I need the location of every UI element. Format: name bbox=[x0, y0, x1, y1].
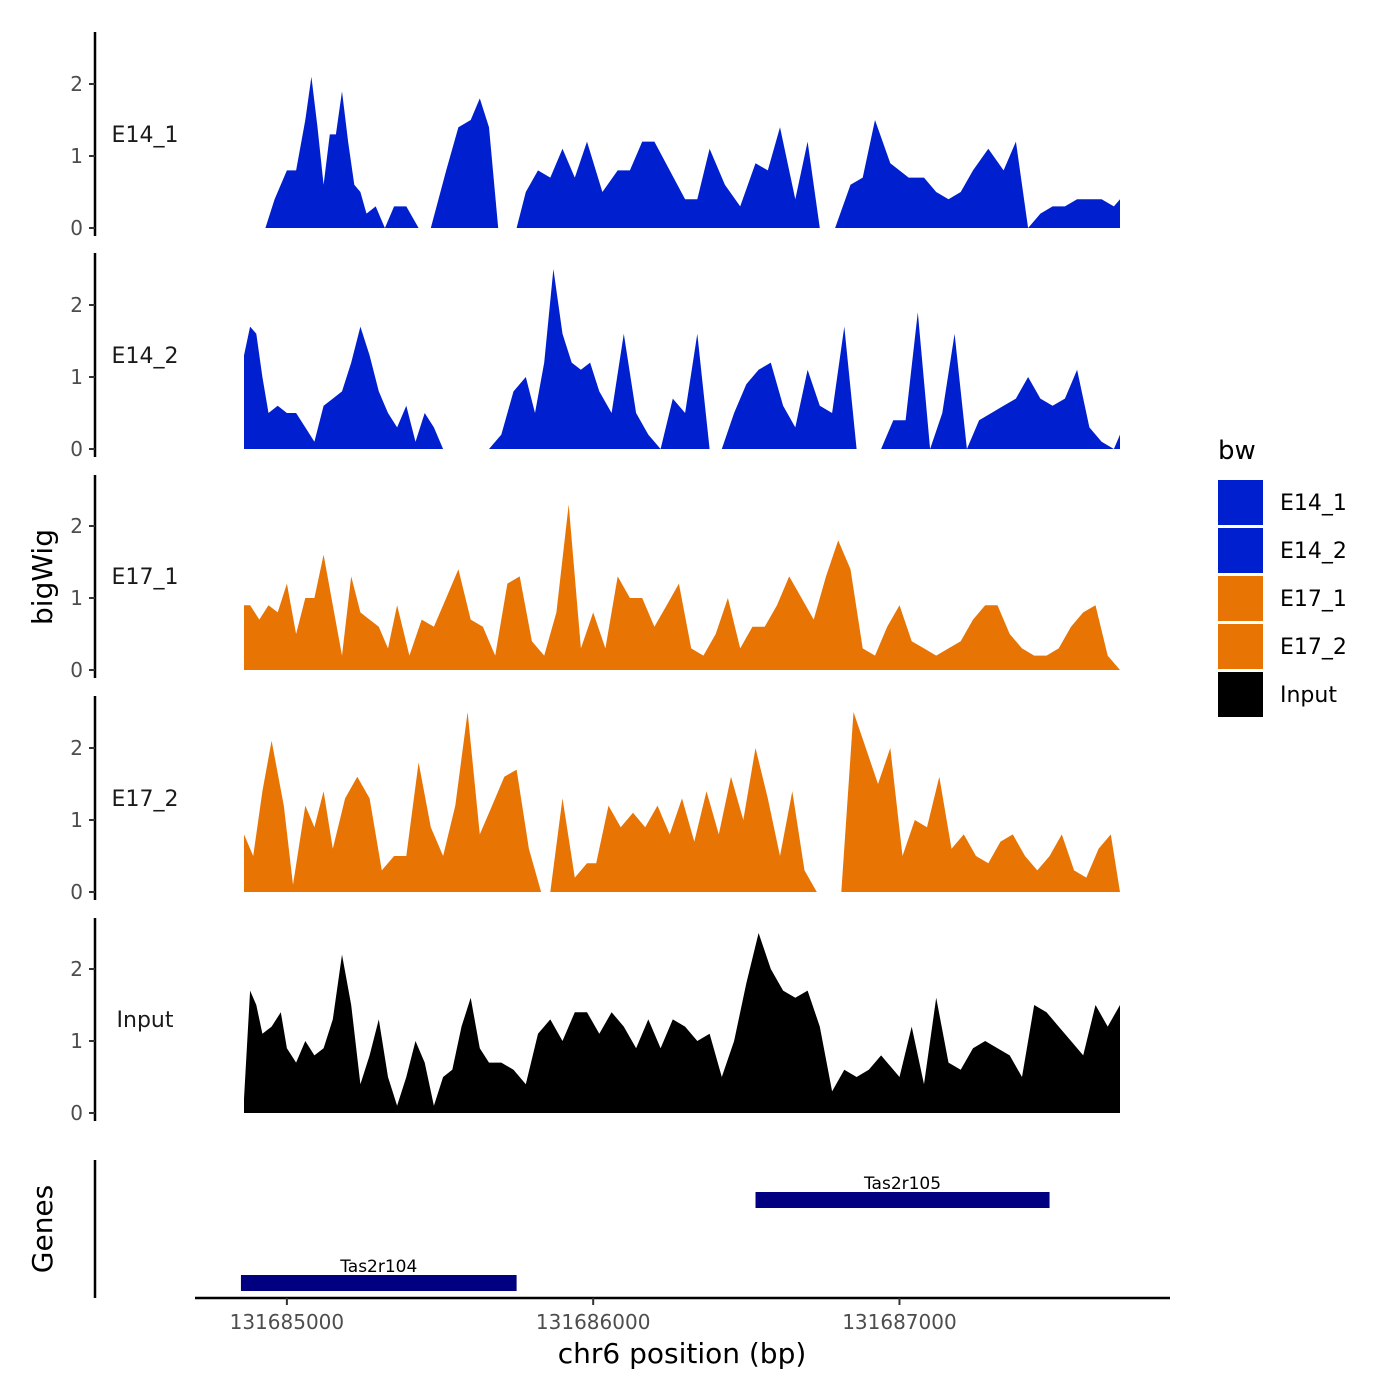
legend-swatch bbox=[1218, 624, 1263, 669]
area-Input bbox=[244, 933, 1120, 1113]
track-label: E14_2 bbox=[112, 344, 179, 369]
legend-label: E14_2 bbox=[1280, 539, 1347, 564]
area-E14_1 bbox=[244, 76, 1120, 228]
y-tick-label: 0 bbox=[70, 1101, 83, 1125]
y-axis-title-tracks: bigWig bbox=[26, 529, 59, 625]
x-tick-label: 131687000 bbox=[842, 1310, 957, 1334]
y-tick-label: 0 bbox=[70, 880, 83, 904]
y-tick-label: 1 bbox=[70, 586, 83, 610]
track-panels: 0 1 2 E14_1 0 1 2 E14_2 0 1 2 E17_1 0 1 2 E17_2 0 1 2 Input bbox=[70, 32, 1120, 1125]
y-tick-label: 2 bbox=[70, 514, 83, 538]
legend-label: Input bbox=[1280, 683, 1337, 708]
y-tick-label: 1 bbox=[70, 1029, 83, 1053]
legend-swatch bbox=[1218, 480, 1263, 525]
area-E14_2 bbox=[244, 269, 1120, 449]
y-tick-label: 2 bbox=[70, 293, 83, 317]
track-label: E17_1 bbox=[112, 565, 179, 590]
track-label: E14_1 bbox=[112, 123, 179, 148]
legend-title: bw bbox=[1218, 436, 1256, 466]
area-E17_2 bbox=[244, 712, 1120, 892]
legend-label: E17_1 bbox=[1280, 587, 1347, 612]
legend-label: E17_2 bbox=[1280, 635, 1347, 660]
y-tick-label: 0 bbox=[70, 437, 83, 461]
area-E17_1 bbox=[244, 504, 1120, 670]
y-tick-label: 1 bbox=[70, 365, 83, 389]
legend: bw E14_1 E14_2 E17_1 E17_2 Input bbox=[1218, 436, 1347, 717]
track-E17_1: 0 1 2 E17_1 bbox=[70, 475, 1120, 682]
track-E17_2: 0 1 2 E17_2 bbox=[70, 696, 1120, 904]
legend-swatch bbox=[1218, 576, 1263, 621]
gene-Tas2r105: Tas2r105 bbox=[755, 1174, 1050, 1208]
legend-swatch bbox=[1218, 672, 1263, 717]
y-tick-label: 2 bbox=[70, 72, 83, 96]
y-tick-label: 1 bbox=[70, 144, 83, 168]
gene-label: Tas2r105 bbox=[863, 1174, 941, 1194]
track-E14_2: 0 1 2 E14_2 bbox=[70, 253, 1120, 461]
legend-item-Input: Input bbox=[1218, 672, 1337, 717]
legend-item-E14_2: E14_2 bbox=[1218, 528, 1347, 573]
track-label: Input bbox=[117, 1008, 174, 1033]
x-tick-label: 131685000 bbox=[230, 1310, 345, 1334]
y-tick-label: 0 bbox=[70, 216, 83, 240]
legend-swatch bbox=[1218, 528, 1263, 573]
gene-body bbox=[755, 1192, 1050, 1208]
legend-item-E17_2: E17_2 bbox=[1218, 624, 1347, 669]
y-tick-label: 1 bbox=[70, 808, 83, 832]
track-label: E17_2 bbox=[112, 787, 179, 812]
track-E14_1: 0 1 2 E14_1 bbox=[70, 32, 1120, 240]
gene-body bbox=[240, 1275, 517, 1291]
x-tick-label: 131686000 bbox=[536, 1310, 651, 1334]
legend-item-E14_1: E14_1 bbox=[1218, 480, 1347, 525]
legend-item-E17_1: E17_1 bbox=[1218, 576, 1347, 621]
x-axis-title: chr6 position (bp) bbox=[558, 1337, 807, 1370]
x-axis: 131685000 131686000 131687000 bbox=[195, 1296, 1170, 1334]
gene-label: Tas2r104 bbox=[339, 1257, 417, 1277]
track-Input: 0 1 2 Input bbox=[70, 918, 1120, 1125]
legend-label: E14_1 bbox=[1280, 491, 1347, 516]
gene-panel: Tas2r104 Tas2r105 bbox=[93, 1160, 1050, 1298]
y-axis-title-genes: Genes bbox=[26, 1185, 59, 1273]
y-tick-label: 0 bbox=[70, 658, 83, 682]
y-tick-label: 2 bbox=[70, 736, 83, 760]
gene-Tas2r104: Tas2r104 bbox=[240, 1257, 517, 1291]
y-tick-label: 2 bbox=[70, 957, 83, 981]
